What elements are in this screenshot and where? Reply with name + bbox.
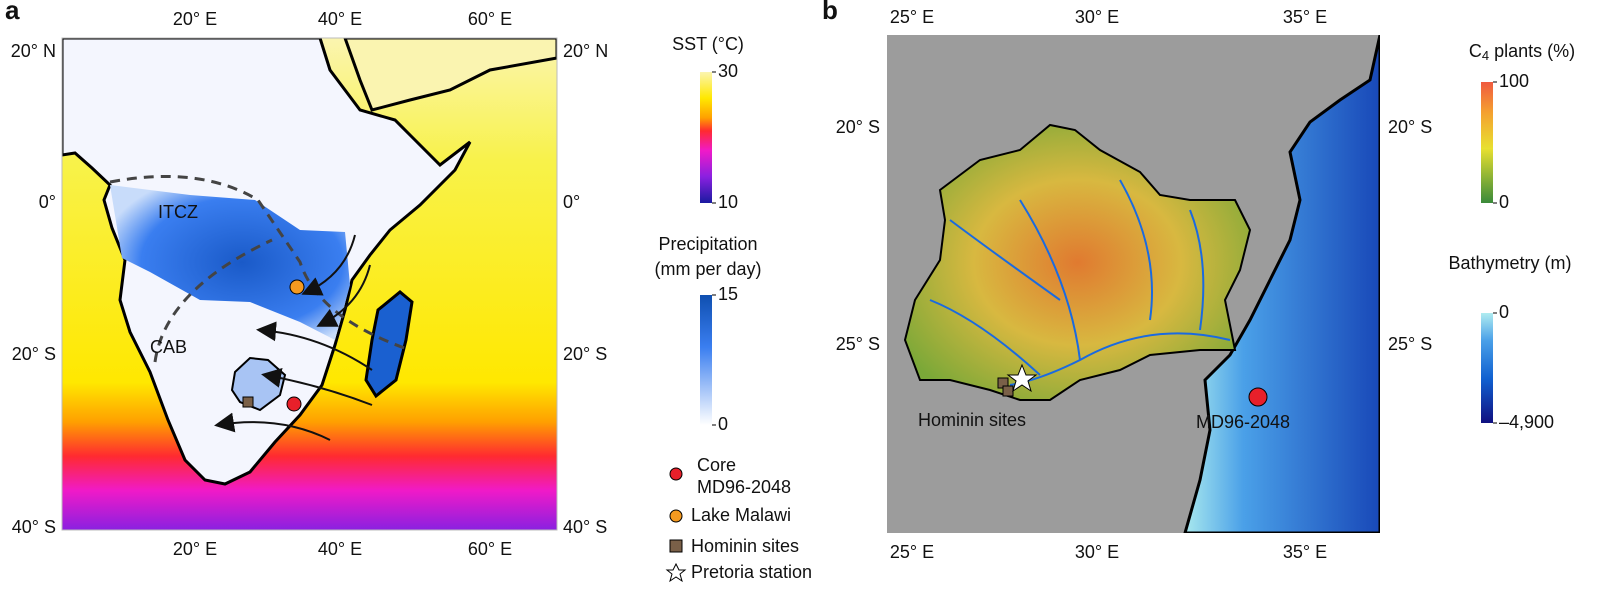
coordinate-label: 40° S [12,517,56,537]
pretoria-star [1006,363,1038,393]
colorbar-title: C4 plants (%) [1469,41,1575,64]
colorbar-tick-label: 15 [718,284,738,304]
colorbar-title: Bathymetry (m) [1448,253,1571,273]
annotation: MD96-2048 [1196,412,1290,432]
coordinate-label: 60° E [468,9,512,29]
arrow [214,412,331,441]
colorbar [1481,313,1493,423]
legend-symbol [669,467,683,481]
colorbar [700,72,712,203]
title-part: C [1469,41,1482,61]
coordinate-label: 0° [39,192,56,212]
coordinate-label: 30° E [1075,7,1119,27]
hominin-marker [1002,385,1014,397]
coordinate-label: 20° S [1388,117,1432,137]
coordinate-label: 40° E [318,9,362,29]
lake-malawi-marker [289,279,305,295]
core-marker [1248,387,1268,407]
coordinate-label: 0° [563,192,580,212]
coordinate-label: 25° S [836,334,880,354]
title-part: plants (%) [1489,41,1575,61]
coordinate-label: 20° S [12,344,56,364]
coordinate-label: 20° E [173,9,217,29]
river [1019,199,1081,361]
colorbar-tick-label: 100 [1499,71,1529,91]
map-a: ITCZ CAB [62,38,557,530]
map-b: Hominin sites MD96-2048 [887,35,1380,533]
arabia [343,38,557,112]
colorbar [1481,82,1493,203]
wind-arrows [214,234,373,441]
legend-label: MD96-2048 [697,477,791,497]
legend-symbol [665,562,687,583]
coordinate-label: 20° N [563,41,608,61]
coordinate-label: 20° S [563,344,607,364]
coordinate-label: 40° S [563,517,607,537]
coordinate-label: 60° E [468,539,512,559]
legend-label: Pretoria station [691,562,812,582]
coordinate-label: 25° E [890,542,934,562]
arrow [261,368,373,406]
coordinate-label: 20° S [836,117,880,137]
legend-label: Core [697,455,736,475]
cab-line [153,238,273,363]
colorbar-title: (mm per day) [654,259,761,279]
arrow [301,234,356,296]
coordinate-label: 35° E [1283,542,1327,562]
coordinate-label: 20° N [11,41,56,61]
colorbar-title: SST (°C) [672,34,744,54]
coordinate-label: 25° E [890,7,934,27]
coordinate-label: 30° E [1075,542,1119,562]
annotation: ITCZ [158,202,198,222]
itcz-line [109,174,411,352]
colorbar [700,295,712,425]
coordinate-label: 20° E [173,539,217,559]
legend-label: Hominin sites [691,536,799,556]
colorbar-tick-label: 0 [1499,302,1509,322]
river [1189,209,1205,331]
colorbar-title: Precipitation [658,234,757,254]
colorbar-tick-label: 0 [718,414,728,434]
colorbar-tick-label: 10 [718,192,738,212]
arrow [256,321,373,371]
river [1119,179,1153,321]
hominin-marker [242,396,254,408]
colorbar-tick-label: 0 [1499,192,1509,212]
colorbar-tick-label: 30 [718,61,738,81]
panel-label: b [822,0,838,25]
river [949,219,1061,301]
frame [61,37,558,531]
core-marker [286,396,302,412]
madagascar [364,290,414,399]
rivers [929,179,1231,386]
colorbar-tick-label: –4,900 [1499,412,1554,432]
ocean [1183,35,1380,533]
annotation: Hominin sites [918,410,1026,430]
legend-symbol [669,509,683,523]
coordinate-label: 40° E [318,539,362,559]
coordinate-label: 35° E [1283,7,1327,27]
title-part: 4 [1482,48,1489,63]
coordinate-label: 25° S [1388,334,1432,354]
river [929,299,1041,376]
annotation: CAB [150,337,187,357]
river [1009,332,1231,386]
limpopo-basin [903,123,1252,401]
arrow [316,264,371,327]
legend-label: Lake Malawi [691,505,791,525]
panel-label: a [5,0,20,25]
legend-symbol [669,539,683,553]
